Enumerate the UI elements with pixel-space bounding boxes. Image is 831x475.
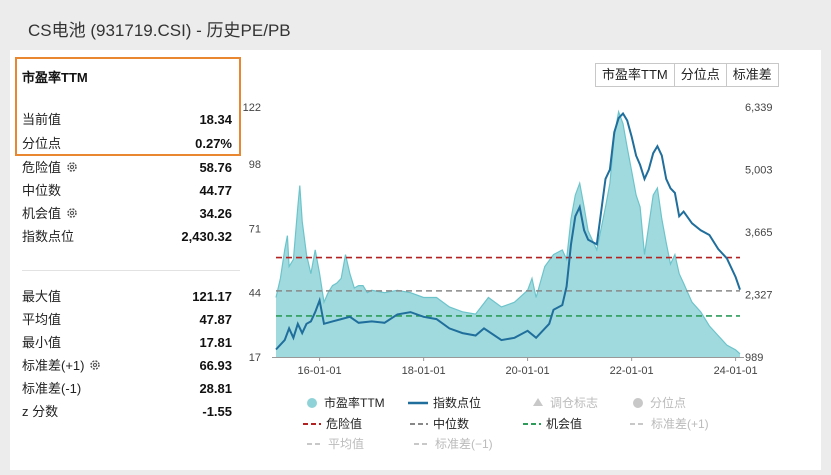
stats-title: 市盈率TTM — [22, 70, 88, 85]
mean-label: 平均值 — [22, 312, 62, 327]
legend-danger-label: 危险值 — [326, 416, 362, 431]
right-axis-tick: 989 — [745, 352, 763, 364]
x-axis-tick: 16-01-01 — [298, 365, 342, 377]
mean-row: 平均值 47.87 — [22, 309, 232, 331]
legend-index-label: 指数点位 — [433, 395, 481, 410]
mean-value: 47.87 — [199, 312, 232, 327]
left-axis-tick: 71 — [249, 223, 261, 235]
index-points-label: 指数点位 — [22, 229, 75, 244]
current-value-label: 当前值 — [22, 112, 62, 127]
page-title: CS电池 (931719.CSI) - 历史PE/PB — [28, 21, 291, 40]
percentile-row: 分位点 0.27% — [22, 133, 232, 155]
median-label: 中位数 — [22, 183, 62, 198]
std-plus-value: 66.93 — [199, 358, 232, 373]
zscore-label: z 分数 — [22, 404, 59, 419]
percentile-value: 0.27% — [195, 136, 232, 151]
pe-ttm-button[interactable]: 市盈率TTM — [595, 63, 675, 87]
std-settings-icon[interactable] — [89, 359, 101, 371]
max-row: 最大值 121.17 — [22, 286, 232, 308]
valuation-card: 市盈率TTM 当前值 18.34 分位点 0.27% 危险值 58.76 中位数… — [10, 50, 821, 470]
pe-line — [275, 109, 741, 355]
chart-mode-buttons: 市盈率TTM 分位点 标准差 — [595, 63, 779, 87]
legend-median-label: 中位数 — [433, 416, 469, 431]
legend-opportunity-label: 机会值 — [546, 416, 582, 431]
percentile-button[interactable]: 分位点 — [673, 63, 727, 87]
max-value: 121.17 — [192, 289, 232, 304]
std-plus-label: 标准差(+1) — [22, 355, 101, 377]
legend-std-plus-label: 标准差(+1) — [651, 417, 709, 431]
median-row: 中位数 44.77 — [22, 180, 232, 202]
std-minus-row: 标准差(-1) 28.81 — [22, 378, 232, 400]
opportunity-row: 机会值 34.26 — [22, 203, 232, 225]
std-plus-label-text: 标准差(+1) — [22, 358, 85, 373]
min-row: 最小值 17.81 — [22, 332, 232, 354]
highlight-box — [15, 57, 241, 156]
left-axis-tick: 17 — [249, 352, 261, 364]
max-label: 最大值 — [22, 289, 62, 304]
right-axis-tick: 5,003 — [745, 164, 773, 176]
right-axis-tick: 2,327 — [745, 289, 773, 301]
x-axis-tick: 20-01-01 — [506, 365, 550, 377]
opportunity-value: 34.26 — [199, 206, 232, 221]
percentile-label: 分位点 — [22, 136, 62, 151]
x-axis-tick: 18-01-01 — [402, 365, 446, 377]
left-axis-tick: 122 — [243, 102, 261, 114]
danger-settings-icon[interactable] — [66, 161, 78, 173]
danger-label-text: 危险值 — [22, 160, 62, 175]
legend-std-minus-label: 标准差(−1) — [435, 437, 493, 451]
std-button[interactable]: 标准差 — [725, 63, 779, 87]
legend-percentile-label: 分位点 — [650, 395, 686, 410]
legend-pe-marker — [307, 398, 317, 408]
index-points-row: 指数点位 2,430.32 — [22, 226, 232, 248]
legend-adjust-label: 调仓标志 — [550, 396, 598, 410]
opportunity-label: 机会值 — [22, 203, 78, 225]
danger-row: 危险值 58.76 — [22, 157, 232, 179]
x-axis-tick: 24-01-01 — [714, 365, 758, 377]
zscore-value: -1.55 — [202, 404, 232, 419]
zscore-row: z 分数 -1.55 — [22, 401, 232, 423]
median-value: 44.77 — [199, 183, 232, 198]
pe-area — [276, 111, 740, 357]
opportunity-label-text: 机会值 — [22, 206, 62, 221]
index-line — [275, 111, 741, 351]
index-points-value: 2,430.32 — [181, 229, 232, 244]
legend-pe-label: 市盈率TTM — [324, 395, 385, 410]
min-value: 17.81 — [199, 335, 232, 350]
current-value: 18.34 — [199, 112, 232, 127]
legend-mean-label: 平均值 — [328, 436, 364, 451]
std-minus-value: 28.81 — [199, 381, 232, 396]
right-axis-tick: 3,665 — [745, 227, 773, 239]
right-axis-tick: 6,339 — [745, 102, 773, 114]
current-value-row: 当前值 18.34 — [22, 109, 232, 131]
danger-value: 58.76 — [199, 160, 232, 175]
pe-chart: 17 44 71 98 122 989 2,327 3,665 5,003 6,339 16-01-… — [243, 102, 773, 451]
x-axis-tick: 22-01-01 — [610, 365, 654, 377]
stats-divider — [22, 270, 240, 271]
min-label: 最小值 — [22, 335, 62, 350]
legend-percentile-marker — [633, 398, 643, 408]
std-plus-row: 标准差(+1) 66.93 — [22, 355, 232, 377]
legend-adjust-marker — [533, 398, 543, 406]
left-axis-tick: 44 — [249, 288, 261, 300]
std-minus-label: 标准差(-1) — [22, 381, 82, 396]
opportunity-settings-icon[interactable] — [66, 207, 78, 219]
danger-label: 危险值 — [22, 157, 78, 179]
left-axis-tick: 98 — [249, 159, 261, 171]
